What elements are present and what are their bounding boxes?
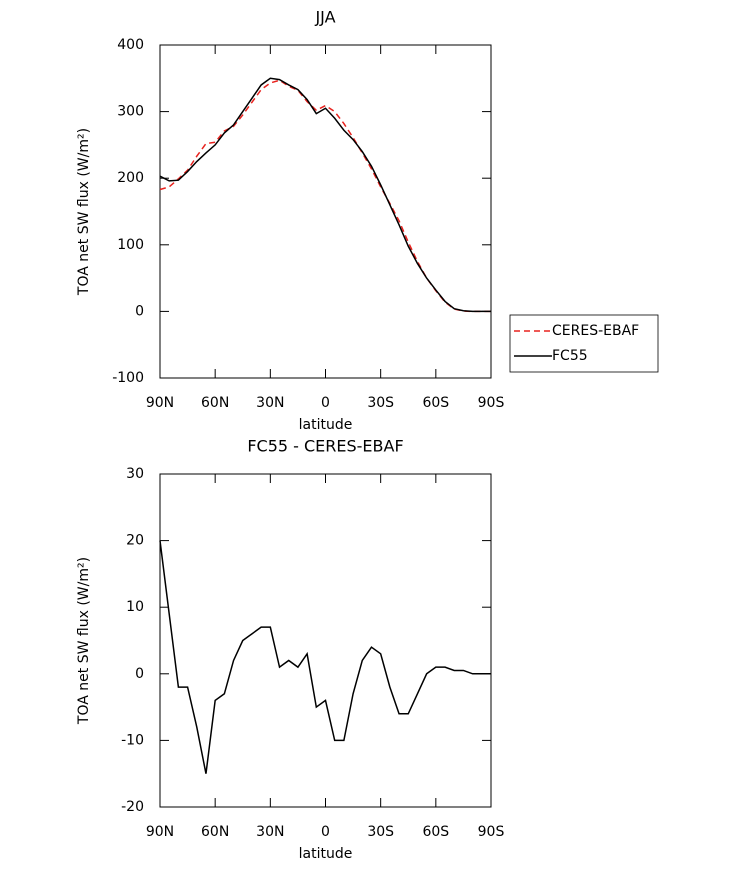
- x-tick-label: 30S: [367, 395, 394, 411]
- x-tick-label: 60S: [422, 824, 449, 840]
- x-tick-label: 30N: [256, 824, 284, 840]
- data-line: [159, 540, 491, 774]
- x-axis-label: latitude: [299, 417, 353, 433]
- x-axis-label: latitude: [299, 846, 353, 862]
- y-tick-label: 0: [135, 666, 144, 682]
- data-line: [159, 79, 491, 313]
- y-tick-label: 10: [126, 599, 144, 615]
- x-tick-label: 0: [321, 824, 330, 840]
- plot-frame: [159, 44, 492, 379]
- x-tick-label: 90S: [478, 824, 505, 840]
- x-tick-label: 90S: [478, 395, 505, 411]
- y-tick-label: 300: [117, 104, 144, 120]
- x-tick-label: 60N: [201, 824, 229, 840]
- y-tick-label: 30: [126, 466, 144, 482]
- data-line: [159, 77, 491, 313]
- y-tick-label: 0: [135, 303, 144, 319]
- y-tick-label: 20: [126, 533, 144, 549]
- y-axis-label: TOA net SW flux (W/m²): [76, 128, 92, 296]
- chart-title: JJA: [314, 8, 335, 27]
- x-tick-label: 0: [321, 395, 330, 411]
- x-tick-label: 90N: [146, 824, 174, 840]
- plot-frame: [159, 473, 492, 808]
- y-tick-label: -20: [121, 799, 144, 815]
- x-tick-label: 60N: [201, 395, 229, 411]
- y-axis-label: TOA net SW flux (W/m²): [76, 557, 92, 725]
- x-tick-label: 90N: [146, 395, 174, 411]
- legend-label: FC55: [552, 348, 588, 364]
- y-tick-label: 200: [117, 170, 144, 186]
- y-tick-label: -10: [121, 732, 144, 748]
- legend-label: CERES-EBAF: [552, 323, 639, 339]
- x-tick-label: 60S: [422, 395, 449, 411]
- y-tick-label: -100: [112, 370, 144, 386]
- legend-box: [509, 314, 659, 373]
- chart-title: FC55 - CERES-EBAF: [247, 437, 403, 456]
- x-tick-label: 30N: [256, 395, 284, 411]
- x-tick-label: 30S: [367, 824, 394, 840]
- y-tick-label: 400: [117, 37, 144, 53]
- y-tick-label: 100: [117, 237, 144, 253]
